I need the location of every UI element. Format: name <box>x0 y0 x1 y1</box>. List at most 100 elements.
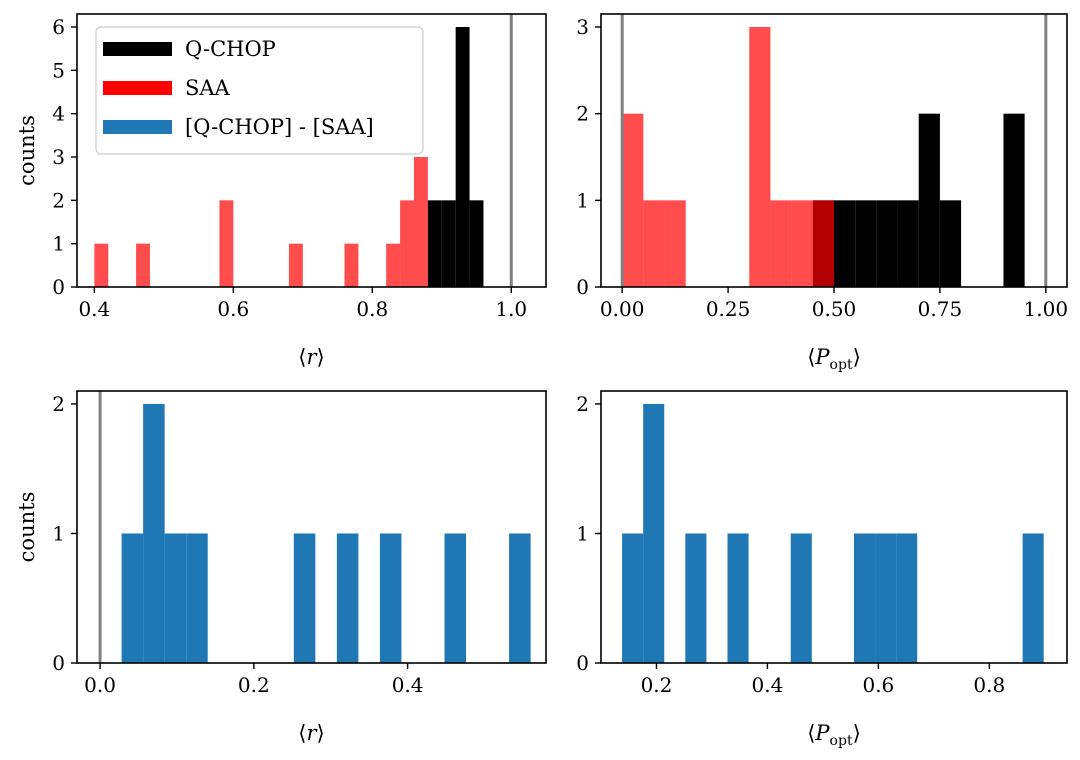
panel-top-left: 0.4 0.6 0.8 1.0 0 1 2 3 4 5 6 ⟨r⟩ counts <box>15 13 547 369</box>
bar <box>622 113 644 287</box>
bar <box>288 243 303 287</box>
x-tick-label: 0.4 <box>78 297 110 321</box>
y-axis-label: counts <box>15 115 39 186</box>
bar <box>875 533 897 663</box>
bar <box>622 533 644 663</box>
legend-label: [Q-CHOP] - [SAA] <box>185 115 374 139</box>
legend-label: Q-CHOP <box>185 37 276 61</box>
bar <box>853 533 876 663</box>
bar <box>143 403 165 663</box>
y-tick-label: 0 <box>576 275 589 299</box>
y-tick-label: 0 <box>52 275 65 299</box>
bar <box>386 243 401 287</box>
y-tick-label: 1 <box>52 232 65 256</box>
panel-bottom-right: 0.2 0.4 0.6 0.8 0 1 2 ⟨Popt⟩ <box>576 390 1068 749</box>
x-tick-label: 0.2 <box>238 673 270 697</box>
y-tick-label: 2 <box>576 102 589 126</box>
x-tick-label: 0.6 <box>862 673 894 697</box>
bar <box>876 200 898 287</box>
bar <box>790 533 812 663</box>
y-tick-label: 4 <box>52 102 65 126</box>
y-tick-label: 3 <box>52 145 65 169</box>
y-tick-label: 5 <box>52 58 65 82</box>
bar <box>643 200 665 287</box>
x-tick-label: 0.0 <box>84 673 116 697</box>
bar <box>444 533 467 663</box>
bar <box>136 243 150 287</box>
y-tick-label: 3 <box>576 15 589 39</box>
x-tick-label: 0.00 <box>600 297 645 321</box>
bar <box>918 113 940 287</box>
bar <box>469 200 484 287</box>
x-tick-label: 0.50 <box>812 297 857 321</box>
y-tick-label: 2 <box>52 188 65 212</box>
y-tick-label: 0 <box>52 651 65 675</box>
bar <box>1003 113 1025 287</box>
bar <box>1022 533 1044 663</box>
legend-box <box>95 26 424 155</box>
x-axis-label: ⟨r⟩ <box>298 345 324 369</box>
x-axis-label: ⟨Popt⟩ <box>807 721 861 749</box>
x-tick-label: 0.6 <box>217 297 249 321</box>
x-tick-label: 0.2 <box>641 673 673 697</box>
x-axis-label: ⟨Popt⟩ <box>807 345 861 373</box>
panel-bottom-left: 0.0 0.2 0.4 0 1 2 ⟨r⟩ counts <box>15 390 547 745</box>
panel-top-right: 0.00 0.25 0.50 0.75 1.00 0 1 2 3 ⟨Popt⟩ <box>576 13 1069 373</box>
y-tick-label: 2 <box>576 392 589 416</box>
legend-label: SAA <box>185 76 231 100</box>
bar <box>643 403 665 663</box>
x-tick-label: 0.8 <box>356 297 388 321</box>
axes-frame <box>76 390 547 664</box>
legend-swatch <box>103 81 172 95</box>
y-tick-label: 6 <box>52 15 65 39</box>
bar <box>219 200 234 287</box>
plot-area <box>620 14 1048 287</box>
bar <box>896 533 918 663</box>
bar <box>897 200 919 287</box>
bar <box>121 533 144 663</box>
bar <box>344 243 359 287</box>
bar <box>336 533 359 663</box>
bar <box>455 27 470 287</box>
bar <box>427 200 442 287</box>
legend: Q-CHOP SAA [Q-CHOP] - [SAA] <box>95 26 424 155</box>
y-tick-label: 0 <box>576 651 589 675</box>
bar <box>812 200 834 287</box>
bar <box>855 200 877 287</box>
bar <box>186 533 208 663</box>
axes-frame <box>76 13 547 288</box>
bar <box>293 533 316 663</box>
bar <box>727 533 749 663</box>
bar <box>664 200 686 287</box>
bar <box>400 200 414 287</box>
x-tick-label: 0.4 <box>392 673 424 697</box>
x-tick-label: 0.75 <box>918 297 963 321</box>
bar <box>413 157 428 287</box>
bar <box>749 27 771 287</box>
bar <box>791 200 813 287</box>
x-tick-label: 0.8 <box>973 673 1005 697</box>
x-tick-label: 1.0 <box>495 297 527 321</box>
y-tick-label: 1 <box>576 521 589 545</box>
bar <box>94 243 109 287</box>
y-tick-label: 2 <box>52 392 65 416</box>
bar <box>164 533 187 663</box>
bar <box>379 533 402 663</box>
y-tick-label: 1 <box>52 521 65 545</box>
bar <box>685 533 707 663</box>
bar <box>834 200 856 287</box>
plot-area <box>622 403 1044 663</box>
bar <box>441 200 456 287</box>
x-tick-label: 0.4 <box>752 673 784 697</box>
legend-swatch <box>103 42 172 56</box>
y-axis-label: counts <box>15 492 39 563</box>
plot-area <box>94 14 513 287</box>
bar <box>509 533 531 663</box>
x-axis-label: ⟨r⟩ <box>298 721 324 745</box>
axes-frame <box>600 390 1068 664</box>
x-tick-label: 1.00 <box>1024 297 1069 321</box>
y-tick-label: 1 <box>576 188 589 212</box>
legend-swatch <box>103 120 172 134</box>
x-tick-label: 0.25 <box>706 297 751 321</box>
